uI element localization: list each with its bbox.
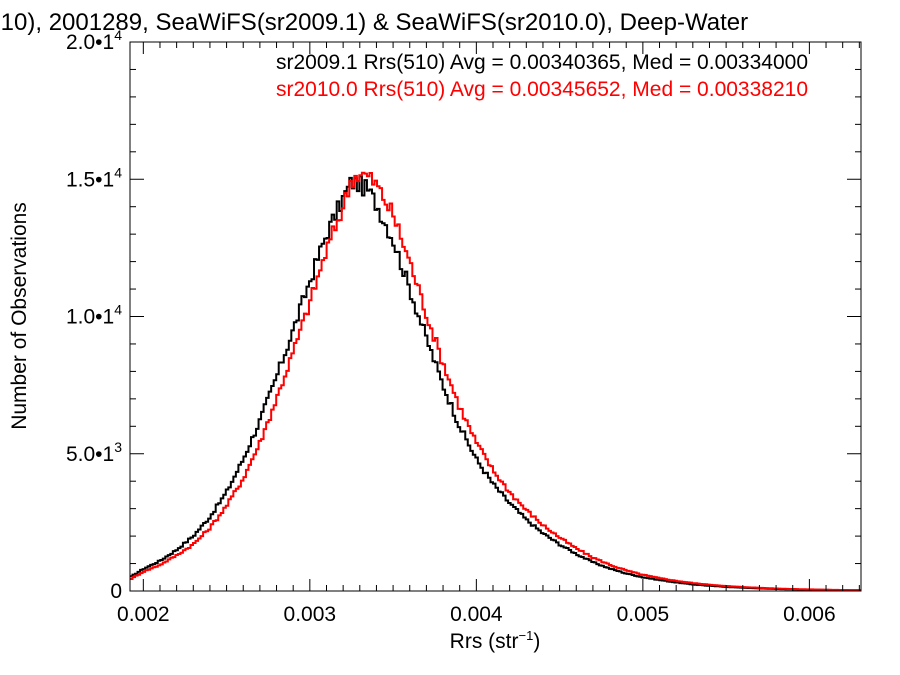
plot-content (130, 171, 861, 591)
y-tick-label: 1.5•14 (66, 164, 122, 191)
legend-entry-2: sr2010.0 Rrs(510) Avg = 0.00345652, Med … (276, 78, 808, 101)
text-layer: 0.002 0.003 0.004 0.005 0.006 0 5.0•13 1.0•14 1.… (0, 9, 836, 653)
x-tick-label: 0.003 (284, 603, 337, 626)
x-tick-label: 0.005 (617, 603, 670, 626)
y-tick-label: 0 (110, 580, 122, 603)
series-1-histogram (130, 175, 861, 591)
y-tick-label: 2.0•14 (66, 27, 122, 54)
x-tick-label: 0.002 (117, 603, 170, 626)
plot-frame (129, 41, 862, 592)
x-tick-label: 0.004 (450, 603, 503, 626)
y-axis-label: Number of Observations (8, 202, 31, 430)
series-2-histogram (130, 171, 861, 591)
legend-entry-1: sr2009.1 Rrs(510) Avg = 0.00340365, Med … (276, 51, 808, 74)
y-tick-label: 1.0•14 (66, 302, 122, 329)
x-tick-label: 0.006 (783, 603, 836, 626)
x-axis-label: Rrs (str−1) (450, 628, 541, 653)
y-tick-label: 5.0•13 (66, 439, 122, 466)
axes-layer (129, 41, 862, 592)
chart-title: Rrs(510), 2001289, SeaWiFS(sr2009.1) & S… (0, 9, 748, 36)
